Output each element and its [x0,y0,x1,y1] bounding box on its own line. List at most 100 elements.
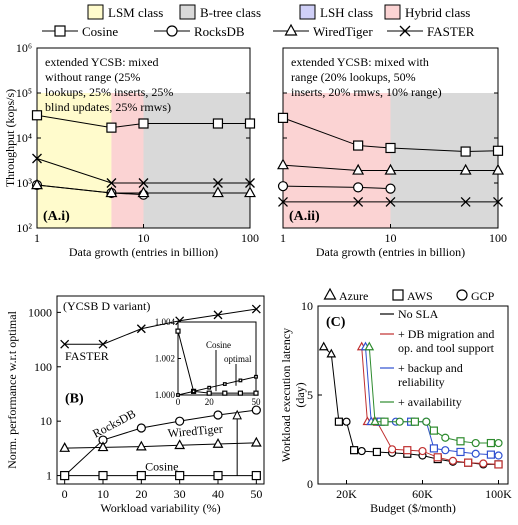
x-tick-label: 20K [336,487,357,501]
y-tick-label: 1 [46,469,52,483]
x-tick-label: 100 [489,231,507,245]
data-point [244,186,256,198]
annotation-line: extended YCSB: mixed [45,55,159,69]
plot-frame [56,295,265,485]
series-label: Cosine [145,460,178,474]
data-point [403,446,412,455]
data-point [486,450,495,459]
legend-label: + availability [398,395,462,409]
region-b-tree-class [390,93,498,228]
legend-label: RocksDB [194,24,245,39]
data-point [464,458,473,467]
cloud-legend-marker [392,289,404,301]
data-point [59,442,71,452]
data-point [384,163,397,175]
data-point [174,439,186,450]
legend-label: B-tree class [200,5,261,20]
data-point [353,182,364,193]
x-tick-label: 40 [212,487,224,501]
data-point [334,417,343,426]
x-tick-label: 60K [412,487,433,501]
panel-label: (C) [326,315,346,330]
x-tick-label: 100K [485,487,512,501]
cloud-legend-label: AWS [407,289,433,303]
data-point [385,196,396,207]
data-point [31,110,43,121]
data-point [136,470,146,481]
annotation-line: blind updates, 25% rmws) [45,100,171,114]
data-point [245,178,255,188]
legend-label: op. and tool support [398,341,495,355]
data-point [350,446,359,455]
legend-label: + DB migration and [398,327,494,341]
region-lsm-class [37,93,112,228]
annotation-line: lookups, 25% inserts, 25% [45,85,173,99]
data-point [494,438,503,448]
data-point [395,417,404,426]
data-point [492,145,504,156]
legend-item-sla: + availability [380,395,462,409]
inset-cosine-line [177,330,256,394]
legend-item-system: WiredTiger [273,23,373,39]
inset-label: optimal [224,354,252,364]
series-rocksdb [277,181,396,194]
panel-C: 0 5 10 20K 60K 100K Budget ($/month) Workload e… [279,287,512,515]
legend-marker [399,25,411,37]
data-point [244,118,256,129]
panel-A.ii: 1 10 100 Data growth (entries in billion) ex… [277,47,507,259]
data-point [106,122,117,133]
data-point [418,446,427,456]
data-point [213,310,223,320]
data-point [60,339,70,349]
data-point [429,426,438,435]
data-point [97,441,109,452]
y-tick-label: 10² [16,221,32,235]
x-tick-label: 1 [280,231,286,245]
legend-item-class: LSH class [299,4,373,20]
data-point [251,405,261,415]
cloud-legend-marker [323,287,337,300]
y-tick-label: 10⁴ [16,131,32,145]
y-axis-label: Workload execution latency [279,328,293,462]
series-faster [278,196,503,207]
data-point [105,186,118,198]
inset-x-label: 0 [176,397,181,407]
inset-point [238,378,243,383]
legend-label: reliability [398,375,445,389]
data-point [136,423,146,433]
data-point [459,163,472,175]
y-tick-label: 0 [307,477,313,491]
series-wiredtiger [31,178,256,198]
legend-swatch [384,4,401,20]
annotation-line: without range (25% [45,70,140,84]
data-point [98,339,108,349]
data-point [493,196,503,207]
data-point [98,470,108,481]
legend-swatch [179,4,196,20]
panel-label: (A.i) [43,209,70,224]
data-point [448,456,457,465]
x-axis-label: Data growth (entries in billion) [69,245,218,259]
y-tick-label: 10⁶ [16,41,32,55]
inset-point [254,374,258,379]
data-point [357,446,366,456]
data-point [212,118,224,129]
panel-A.i: 10² 10³ 10⁴ 10⁵ 10⁶ 1 10 100 Data growth (entrie… [3,41,259,259]
inset-label: Cosine [206,340,231,350]
panel-label: (A.ii) [289,209,320,224]
cloud-legend-label: Azure [339,289,368,303]
data-point [212,178,223,188]
data-point [456,437,465,446]
data-point [388,445,397,454]
x-tick-label: 10 [385,231,397,245]
data-point [372,447,381,457]
data-point [410,417,419,426]
data-point [422,417,431,426]
legend-marker [284,23,298,36]
inset-plot: 1.000 1.002 1.004 0 20 50 Cosine optimal [155,317,261,407]
panel-B: 1 10 100 1000 0 10 20 30 40 50 Workload variabilit… [5,295,265,515]
series-line [64,442,257,449]
series-cosine [31,110,256,133]
data-point [380,417,389,426]
